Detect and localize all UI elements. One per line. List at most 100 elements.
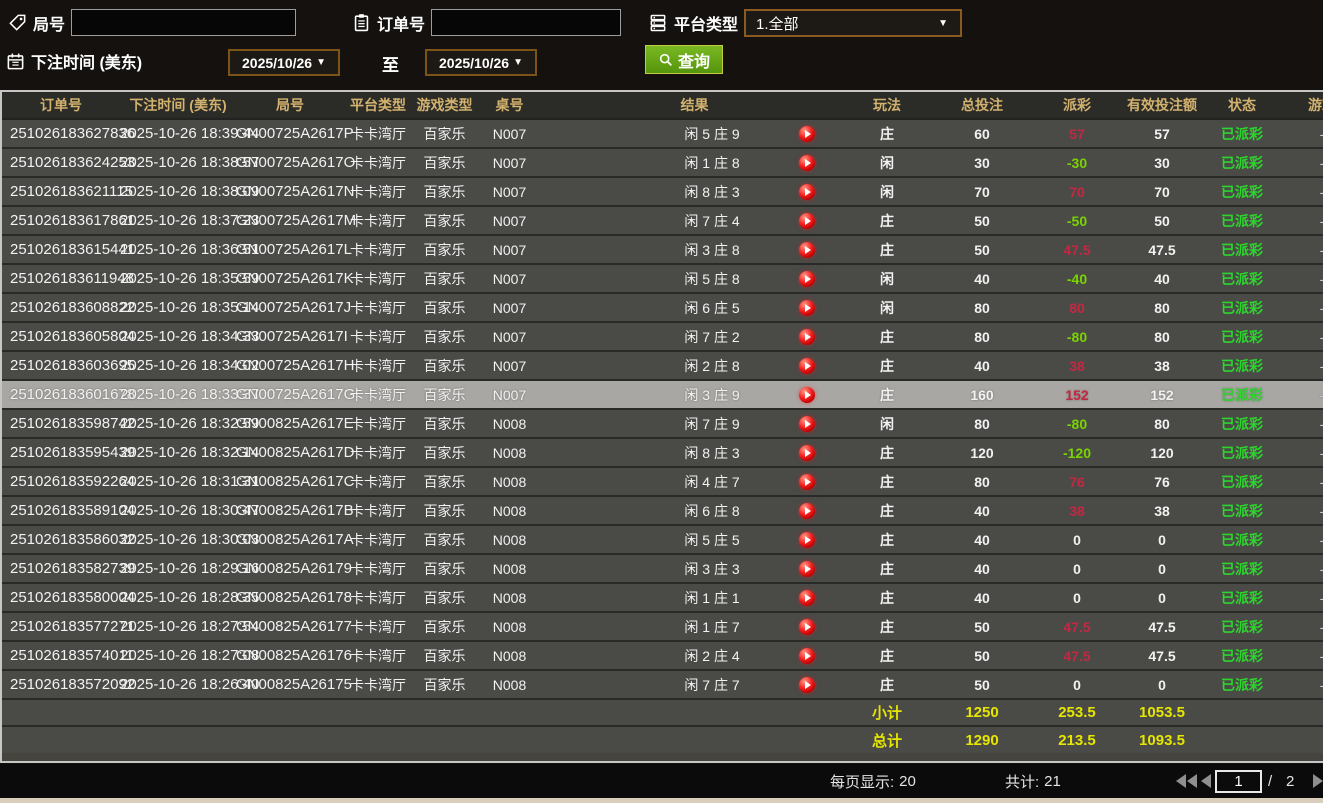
cell-game-no: GN00725A2617P [236, 125, 354, 142]
play-video-icon[interactable] [799, 212, 815, 229]
cell-total-bet: 50 [927, 205, 1037, 235]
cell-status: 已派彩 [1207, 234, 1277, 264]
page-number-input[interactable] [1215, 769, 1262, 793]
table-row[interactable]: 251026183621115 2025-10-26 18:38:09 GN00… [2, 176, 1323, 206]
table-row[interactable]: 251026183580004 2025-10-26 18:28:35 GN00… [2, 582, 1323, 612]
table-row[interactable]: 251026183627836 2025-10-26 18:39:44 GN00… [2, 119, 1323, 148]
order-no-label: 订单号 [377, 16, 426, 34]
cell-valid-bet: 50 [1117, 205, 1207, 235]
cell-game-extra: - [1277, 495, 1323, 525]
total-valid-bet: 1093.5 [1117, 725, 1207, 753]
cell-status: 已派彩 [1207, 669, 1277, 699]
cell-payout: 0 [1037, 582, 1117, 612]
cell-total-bet: 80 [927, 321, 1037, 351]
cell-result: 闲 7 庄 7 [542, 669, 847, 699]
result-text: 闲 1 庄 8 [684, 154, 740, 171]
play-video-icon[interactable] [799, 415, 815, 432]
cell-table-no: N007 [477, 350, 542, 380]
order-no-input[interactable] [431, 9, 622, 36]
table-row[interactable]: 251026183577271 2025-10-26 18:27:54 GN00… [2, 611, 1323, 641]
cell-bet-time: 2025-10-26 18:32:14 [120, 437, 259, 467]
cell-payout: -40 [1037, 263, 1117, 293]
play-video-icon[interactable] [799, 589, 815, 606]
cell-order-no: 251026183603695 [2, 350, 135, 380]
subtotal-label: 小计 [847, 698, 927, 726]
cell-valid-bet: 40 [1117, 263, 1207, 293]
cell-valid-bet: 47.5 [1117, 234, 1207, 264]
table-row[interactable]: 251026183603695 2025-10-26 18:34:02 GN00… [2, 350, 1323, 380]
cell-payout: 47.5 [1037, 611, 1117, 641]
play-video-icon[interactable] [799, 444, 815, 461]
cell-game-type: 百家乐 [412, 466, 477, 496]
play-video-icon[interactable] [799, 386, 815, 403]
table-row[interactable]: 251026183601678 2025-10-26 18:33:37 GN00… [2, 379, 1323, 409]
table-row[interactable]: 251026183574011 2025-10-26 18:27:08 GN00… [2, 640, 1323, 670]
play-video-icon[interactable] [799, 618, 815, 635]
play-video-icon[interactable] [799, 676, 815, 693]
table-row[interactable]: 251026183582739 2025-10-26 18:29:16 GN00… [2, 553, 1323, 583]
cell-table-no: N007 [477, 147, 542, 177]
cell-bet-time: 2025-10-26 18:33:37 [120, 379, 259, 409]
play-video-icon[interactable] [799, 183, 815, 200]
cell-order-no: 251026183595439 [2, 437, 135, 467]
play-video-icon[interactable] [799, 531, 815, 548]
table-row[interactable]: 251026183615441 2025-10-26 18:36:51 GN00… [2, 234, 1323, 264]
cell-status: 已派彩 [1207, 437, 1277, 467]
table-row[interactable]: 251026183586032 2025-10-26 18:30:03 GN00… [2, 524, 1323, 554]
cell-platform: 卡卡湾厅 [344, 437, 412, 467]
first-page-button[interactable] [1176, 764, 1197, 798]
table-row[interactable]: 251026183605804 2025-10-26 18:34:33 GN00… [2, 321, 1323, 351]
cell-play-type: 庄 [847, 582, 927, 612]
cell-table-no: N007 [477, 176, 542, 206]
play-video-icon[interactable] [799, 299, 815, 316]
result-text: 闲 7 庄 9 [684, 415, 740, 432]
cell-play-type: 庄 [847, 669, 927, 699]
cell-game-type: 百家乐 [412, 176, 477, 206]
total-pages-value: 2 [1286, 772, 1295, 790]
table-row[interactable]: 251026183611948 2025-10-26 18:35:59 GN00… [2, 263, 1323, 293]
cell-game-no: GN00825A2617C [236, 466, 354, 496]
date-to-picker[interactable]: 2025/10/26 ▼ [425, 49, 537, 76]
table-row[interactable]: 251026183617861 2025-10-26 18:37:23 GN00… [2, 205, 1323, 235]
cell-game-type: 百家乐 [412, 524, 477, 554]
cell-valid-bet: 0 [1117, 582, 1207, 612]
table-row[interactable]: 251026183589104 2025-10-26 18:30:47 GN00… [2, 495, 1323, 525]
cell-valid-bet: 120 [1117, 437, 1207, 467]
table-header-row: 订单号 下注时间 (美东) 局号 平台类型 游戏类型 桌号 结果 玩法 总投注 派彩 有效投注额 状态… [2, 92, 1323, 120]
cell-table-no: N007 [477, 379, 542, 409]
cell-total-bet: 40 [927, 263, 1037, 293]
table-row[interactable]: 251026183624253 2025-10-26 18:38:57 GN00… [2, 147, 1323, 177]
cell-payout: 38 [1037, 350, 1117, 380]
total-payout: 213.5 [1037, 725, 1117, 753]
cell-platform: 卡卡湾厅 [344, 321, 412, 351]
prev-page-button[interactable] [1201, 764, 1211, 798]
result-text: 闲 2 庄 4 [684, 647, 740, 664]
platform-type-select[interactable]: 1.全部 ▼ [744, 9, 963, 37]
next-page-button[interactable] [1313, 764, 1323, 798]
date-from-picker[interactable]: 2025/10/26 ▼ [228, 49, 340, 76]
table-row[interactable]: 251026183598742 2025-10-26 18:32:59 GN00… [2, 408, 1323, 438]
play-video-icon[interactable] [799, 357, 815, 374]
search-button[interactable]: 查询 [645, 45, 723, 74]
play-video-icon[interactable] [799, 647, 815, 664]
cell-result: 闲 5 庄 9 [542, 119, 847, 148]
subtotal-extra-spacer [1277, 698, 1323, 726]
play-video-icon[interactable] [799, 560, 815, 577]
play-video-icon[interactable] [799, 241, 815, 258]
cell-game-type: 百家乐 [412, 379, 477, 409]
total-spacer [2, 725, 847, 753]
platform-type-label: 平台类型 [674, 17, 739, 34]
game-no-input[interactable] [71, 9, 297, 36]
table-row[interactable]: 251026183592264 2025-10-26 18:31:31 GN00… [2, 466, 1323, 496]
table-row[interactable]: 251026183595439 2025-10-26 18:32:14 GN00… [2, 437, 1323, 467]
table-row[interactable]: 251026183572092 2025-10-26 18:26:40 GN00… [2, 669, 1323, 699]
play-video-icon[interactable] [799, 328, 815, 345]
play-video-icon[interactable] [799, 473, 815, 490]
table-row[interactable]: 251026183608822 2025-10-26 18:35:14 GN00… [2, 292, 1323, 322]
play-video-icon[interactable] [799, 154, 815, 171]
play-video-icon[interactable] [799, 502, 815, 519]
subtotal-payout: 253.5 [1037, 698, 1117, 726]
play-video-icon[interactable] [799, 270, 815, 287]
cell-game-type: 百家乐 [412, 495, 477, 525]
play-video-icon[interactable] [799, 125, 815, 142]
